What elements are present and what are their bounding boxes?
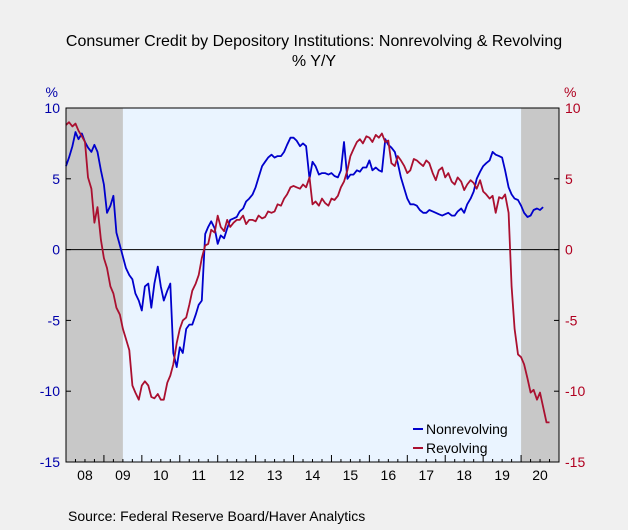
recession-band xyxy=(66,108,123,462)
chart-title: Consumer Credit by Depository Institutio… xyxy=(65,33,563,50)
x-tick-label: 08 xyxy=(77,467,93,483)
x-tick-label: 14 xyxy=(305,467,321,483)
x-tick-label: 18 xyxy=(456,467,472,483)
series-line-nonrevolving xyxy=(65,131,544,369)
right-tick-label: -10 xyxy=(565,383,585,399)
x-tick-label: 10 xyxy=(153,467,169,483)
x-tick-label: 16 xyxy=(381,467,397,483)
series-line-revolving xyxy=(65,121,550,424)
left-axis: %10 5 0 -5 -10 -15 xyxy=(40,84,71,470)
x-tick-label: 09 xyxy=(115,467,131,483)
x-tick-label: 12 xyxy=(229,467,245,483)
x-tick-label: 19 xyxy=(494,467,510,483)
right-tick-label: -5 xyxy=(565,312,578,328)
legend: Nonrevolving Revolving xyxy=(413,421,508,456)
right-tick-label: 10 xyxy=(565,100,581,116)
recession-band xyxy=(521,108,559,462)
chart-subtitle: % Y/Y xyxy=(291,53,337,70)
right-tick-label: -15 xyxy=(565,454,585,470)
left-axis-unit: % xyxy=(46,84,58,100)
x-tick-label: 13 xyxy=(267,467,283,483)
right-tick-label: 0 xyxy=(565,242,573,258)
left-tick-label: -15 xyxy=(40,454,60,470)
right-axis-unit: % xyxy=(564,84,576,100)
legend-label-revolving: Revolving xyxy=(426,440,487,456)
x-tick-label: 17 xyxy=(418,467,434,483)
right-tick-label: 5 xyxy=(565,171,573,187)
series-lines xyxy=(65,121,550,424)
right-axis: %10 5 0 -5 -10 -15 xyxy=(554,84,585,470)
source-note: Source: Federal Reserve Board/Haver Anal… xyxy=(68,508,366,524)
legend-label-nonrevolving: Nonrevolving xyxy=(426,421,508,437)
x-axis: 08 09 10 11 12 13 14 15 16 17 18 19 20 xyxy=(65,455,560,483)
left-tick-label: -10 xyxy=(40,383,60,399)
left-tick-label: 5 xyxy=(52,171,60,187)
x-tick-label: 15 xyxy=(343,467,359,483)
x-tick-label: 11 xyxy=(191,467,206,483)
recession-shading xyxy=(66,108,559,462)
left-tick-label: 10 xyxy=(44,100,60,116)
x-tick-label: 20 xyxy=(532,467,548,483)
left-tick-label: 0 xyxy=(52,242,60,258)
left-tick-label: -5 xyxy=(48,312,61,328)
